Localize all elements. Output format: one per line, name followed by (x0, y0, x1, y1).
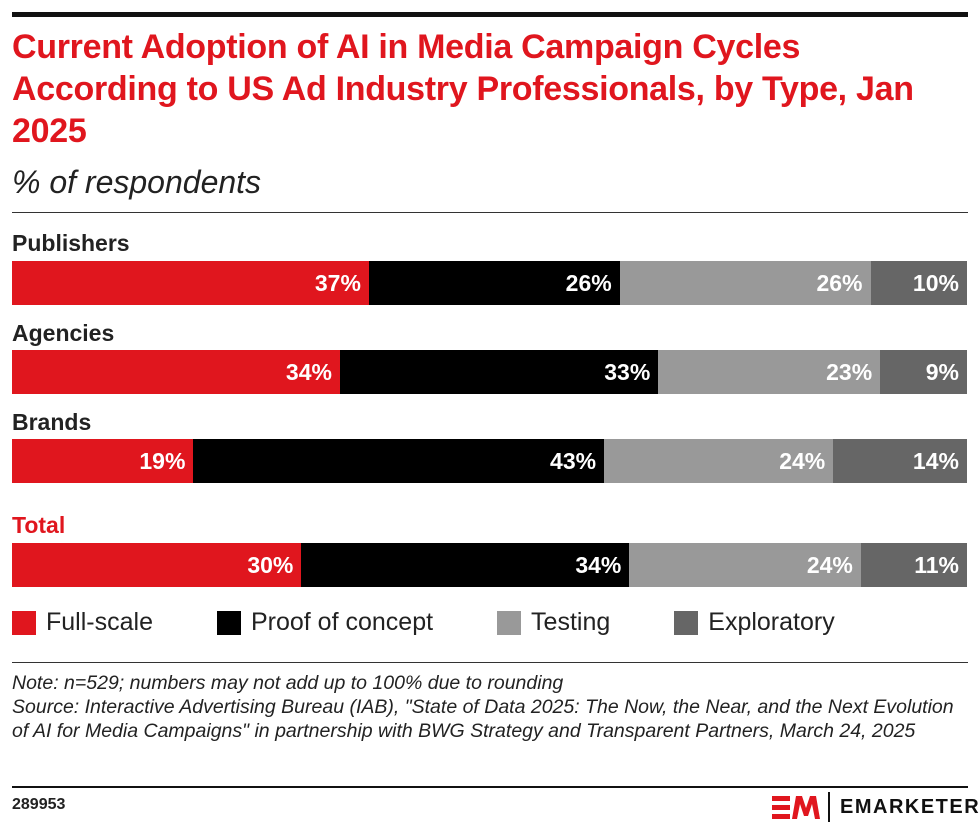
bar-segment: 19% (12, 439, 194, 483)
source-text: Source: Interactive Advertising Bureau (… (12, 696, 954, 742)
category-label: Brands (12, 409, 92, 435)
bar-segment: 24% (604, 439, 834, 483)
data-label: 23% (826, 358, 873, 385)
data-label: 26% (816, 269, 863, 296)
top-rule (12, 12, 968, 17)
category-label: Publishers (12, 230, 130, 256)
bar-segment: 10% (870, 261, 967, 305)
divider (12, 212, 968, 213)
data-label: 24% (806, 551, 853, 578)
bar-segment: 30% (12, 543, 302, 587)
legend-item: Testing (497, 608, 610, 637)
data-label: 37% (314, 269, 361, 296)
bottom-rule (12, 786, 968, 788)
data-label: 26% (565, 269, 612, 296)
data-label: 11% (914, 551, 959, 578)
bar-segment: 37% (12, 261, 369, 305)
bar-segment: 24% (629, 543, 861, 587)
data-label: 33% (604, 358, 651, 385)
bar-segment: 9% (880, 350, 967, 394)
legend-swatch (12, 610, 36, 635)
brand-name: EMARKETER (840, 795, 980, 818)
legend-label: Exploratory (708, 608, 835, 636)
chart-subtitle: % of respondents (12, 164, 262, 200)
stacked-bar: 34% 33% 23% 9% (12, 350, 967, 394)
data-label: 19% (139, 447, 186, 474)
data-label: 24% (779, 447, 826, 474)
legend-item: Proof of concept (216, 608, 434, 637)
divider (12, 662, 968, 663)
legend-swatch (674, 610, 699, 635)
data-label: 10% (912, 269, 959, 296)
notes: Note: n=529; numbers may not add up to 1… (12, 671, 962, 743)
bar-segment: 26% (619, 261, 871, 305)
bar-segment: 34% (301, 543, 630, 587)
legend-swatch (497, 610, 522, 635)
legend-label: Full-scale (46, 608, 153, 636)
stacked-bar: 30% 34% 24% 11% (12, 543, 967, 587)
bar-segment: 11% (860, 543, 967, 587)
stacked-bar: 19% 43% 24% 14% (12, 439, 967, 483)
bar-segment: 34% (12, 350, 340, 394)
stacked-bar: 37% 26% 26% 10% (12, 261, 967, 305)
data-label: 34% (285, 358, 332, 385)
legend-swatch (216, 610, 241, 635)
legend: Full-scale Proof of concept Testing Explora… (12, 608, 899, 637)
category-label: Total (12, 512, 66, 538)
em-logo-icon (772, 796, 820, 819)
note-text: Note: n=529; numbers may not add up to 1… (12, 672, 564, 694)
chart-id: 289953 (12, 796, 66, 813)
bar-segment: 23% (658, 350, 881, 394)
legend-item: Exploratory (674, 608, 835, 637)
bar-segment: 26% (368, 261, 620, 305)
bar-segment: 14% (833, 439, 967, 483)
data-label: 30% (247, 551, 294, 578)
bar-segment: 33% (339, 350, 659, 394)
chart-title: Current Adoption of AI in Media Campaign… (12, 28, 914, 150)
legend-label: Proof of concept (250, 608, 434, 636)
data-label: 34% (575, 551, 622, 578)
category-label: Agencies (12, 320, 115, 346)
bar-segment: 43% (193, 439, 605, 483)
data-label: 9% (925, 358, 959, 385)
data-label: 43% (550, 447, 597, 474)
data-label: 14% (912, 447, 959, 474)
legend-item: Full-scale (12, 608, 153, 637)
emarketer-logo: EMARKETER (772, 792, 980, 822)
legend-label: Testing (531, 608, 611, 636)
